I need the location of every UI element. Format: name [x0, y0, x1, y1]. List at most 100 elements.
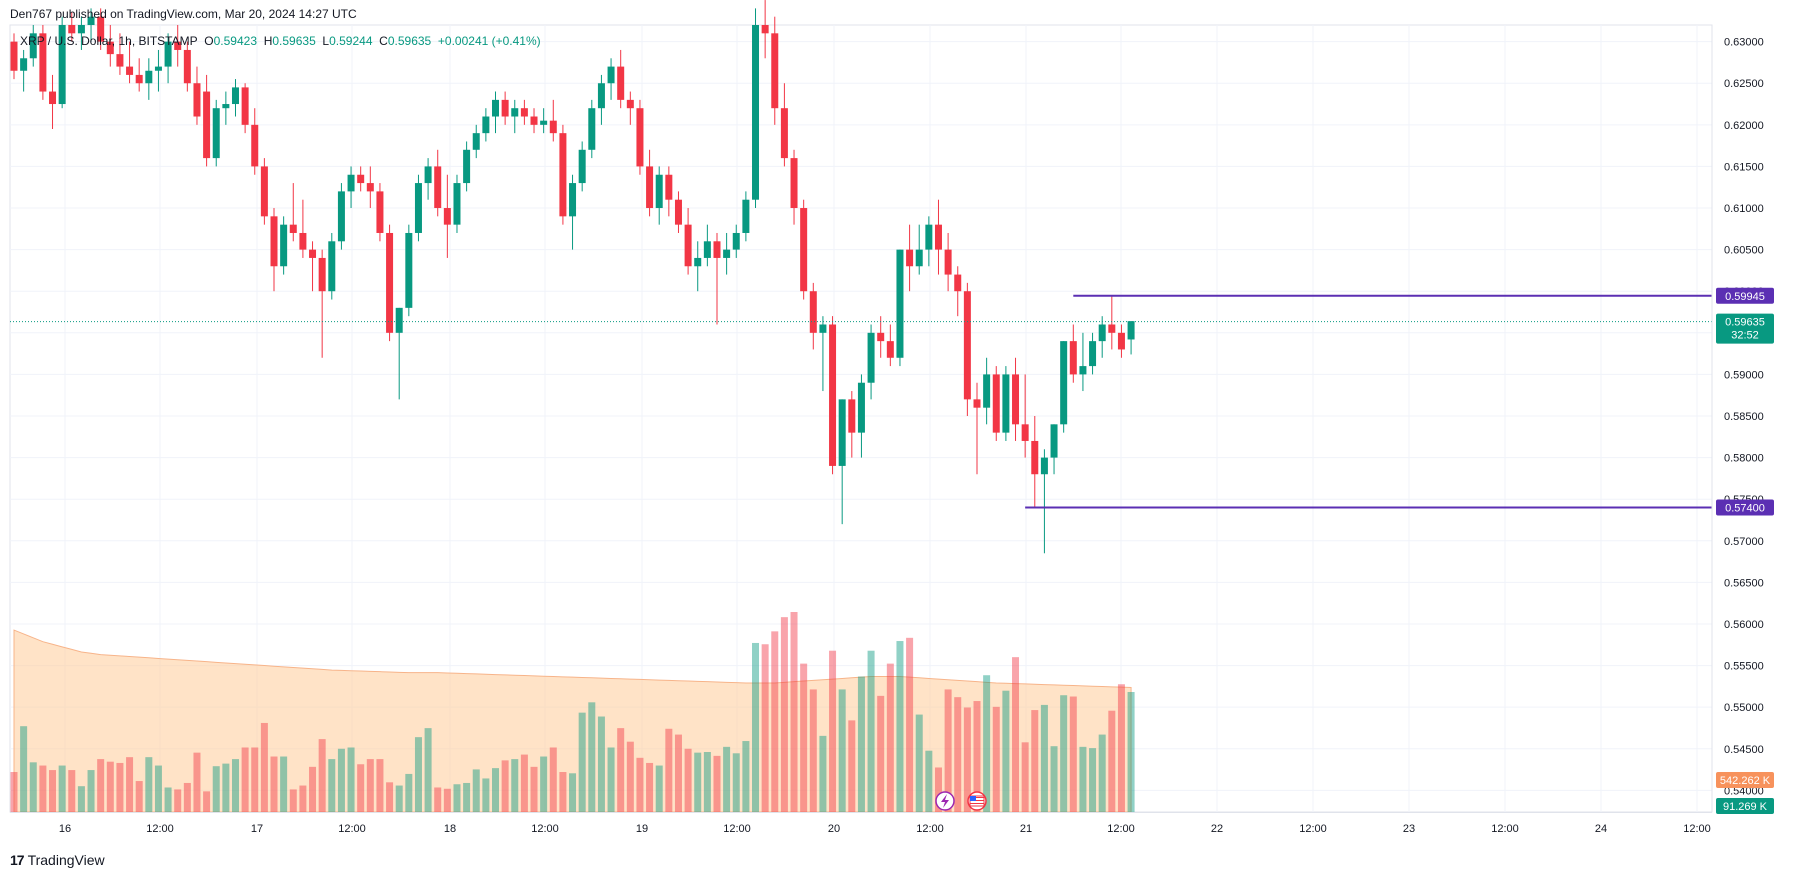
candle-body [1012, 374, 1020, 425]
candle-body [867, 332, 875, 383]
candle-body [309, 249, 317, 258]
volume-bar [848, 720, 856, 812]
candle-body [617, 66, 625, 100]
candle-body [963, 291, 971, 400]
time-tick-label: 12:00 [1491, 823, 1519, 835]
volume-bar [106, 761, 114, 812]
close-label: C [379, 34, 388, 48]
volume-bar [540, 756, 548, 812]
candle-body [241, 87, 249, 125]
price-tick-label: 0.56500 [1724, 577, 1764, 589]
candle-body [251, 124, 259, 167]
volume-bar [1031, 710, 1039, 812]
last-price-badge-text: 32:52 [1731, 330, 1759, 342]
candle-body [501, 99, 509, 117]
price-tick-label: 0.55000 [1724, 702, 1764, 714]
candle-body [49, 91, 57, 105]
candle-body [607, 66, 615, 84]
volume-bar [58, 765, 66, 812]
candle-body [318, 257, 326, 292]
volume-bar [954, 697, 962, 812]
volume-bar [983, 675, 991, 812]
candle-body [116, 54, 124, 67]
candle-body [752, 25, 760, 200]
candle-body [578, 149, 586, 184]
candlesticks [10, 0, 1135, 554]
time-axis: 16 12:00 17 12:00 18 12:00 19 12:00 20 12:00 21 12:… [10, 812, 1712, 835]
candle-body [289, 224, 297, 233]
volume-bar [443, 788, 451, 812]
volume-bar [289, 789, 297, 812]
volume-bar [472, 769, 480, 812]
candle-body [848, 399, 856, 433]
candle-body [20, 58, 28, 71]
volume-bar [1040, 704, 1048, 812]
candle-body [68, 25, 76, 34]
candle-body [463, 149, 471, 184]
volume-bar [1012, 657, 1020, 812]
volume-bar [646, 762, 654, 812]
candle-body [549, 120, 557, 134]
volume-bar [260, 722, 268, 812]
volume-bar [328, 759, 336, 812]
volume-last-badge-text: 91.269 K [1723, 801, 1768, 813]
level-badge [1716, 287, 1774, 304]
candle-body [328, 241, 336, 292]
volume-bar [973, 701, 981, 812]
volume-bar [674, 734, 682, 812]
candle-body [405, 232, 413, 308]
footer-brand[interactable]: 17 TradingView [10, 852, 105, 868]
candle-body [1021, 424, 1029, 441]
candle-body [1089, 341, 1097, 367]
candle-body [183, 49, 191, 84]
candle-body [684, 224, 692, 267]
time-tick-label: 19 [636, 823, 648, 835]
candle-body [1050, 424, 1058, 458]
candle-body [819, 324, 827, 333]
price-tick-label: 0.57000 [1724, 536, 1764, 548]
candle-body [626, 99, 634, 109]
volume-bar [501, 760, 509, 812]
low-label: L [322, 34, 330, 48]
volume-bar [29, 762, 37, 812]
tradingview-logo-icon: 17 [10, 852, 25, 868]
candle-body [954, 274, 962, 292]
candle-body [357, 174, 365, 184]
volume-bar [771, 631, 779, 812]
volume-ma-area [13, 629, 1132, 813]
symbol-legend[interactable]: XRP / U.S. Dollar, 1h, BITSTAMP O0.59423… [20, 34, 541, 48]
low-value: 0.59244 [329, 34, 373, 48]
candle-body [126, 66, 134, 75]
volume-bar [126, 757, 134, 812]
volume-bar [1117, 684, 1125, 812]
candle-body [520, 108, 528, 117]
volume-bar [1108, 710, 1116, 812]
candle-body [944, 249, 952, 275]
candle-body [386, 232, 394, 333]
volume-bar [511, 759, 519, 812]
candle-body [906, 249, 914, 267]
high-label: H [263, 34, 273, 48]
volume-bar [790, 612, 798, 812]
volume-moving-average [13, 629, 1132, 813]
candle-body [857, 382, 865, 433]
volume-bar [857, 676, 865, 812]
candle-body [174, 41, 182, 50]
candle-body [347, 174, 355, 192]
candle-body [790, 158, 798, 209]
candle-body [636, 108, 644, 167]
volume-bar [752, 642, 760, 812]
candle-body [366, 183, 374, 192]
volume-bar [145, 757, 153, 812]
candle-body [992, 374, 1000, 433]
symbol-name: XRP / U.S. Dollar, 1h, BITSTAMP [20, 34, 198, 48]
volume-bar [588, 702, 596, 812]
volume-bar [906, 637, 914, 812]
candle-body [934, 224, 942, 250]
candle-body [434, 166, 442, 209]
candle-body [97, 16, 105, 42]
candle-body [771, 33, 779, 109]
volume-bar [318, 739, 326, 812]
candle-body [87, 16, 95, 25]
